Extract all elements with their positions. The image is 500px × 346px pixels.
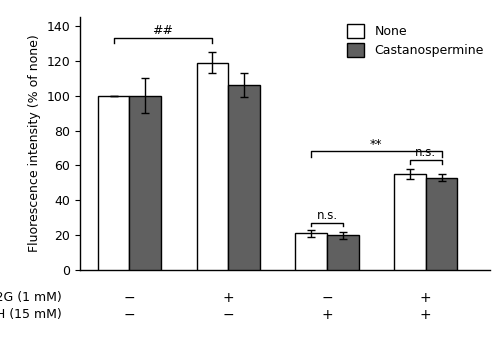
Bar bbox=[228, 85, 260, 270]
Bar bbox=[426, 177, 458, 270]
Text: +: + bbox=[321, 308, 333, 322]
Text: +: + bbox=[222, 291, 234, 305]
Bar bbox=[130, 96, 161, 270]
Bar bbox=[394, 174, 426, 270]
Text: **: ** bbox=[370, 138, 382, 151]
Text: +: + bbox=[420, 291, 432, 305]
Bar bbox=[327, 235, 358, 270]
Text: −: − bbox=[124, 308, 135, 322]
Bar bbox=[296, 233, 327, 270]
Text: ##: ## bbox=[152, 24, 174, 37]
Legend: None, Castanospermine: None, Castanospermine bbox=[347, 24, 484, 57]
Text: −: − bbox=[222, 308, 234, 322]
Text: +: + bbox=[420, 308, 432, 322]
Text: n.s.: n.s. bbox=[415, 146, 436, 159]
Text: AA-2G (1 mM): AA-2G (1 mM) bbox=[0, 291, 62, 304]
Text: −: − bbox=[124, 291, 135, 305]
Text: −: − bbox=[321, 291, 333, 305]
Bar bbox=[196, 63, 228, 270]
Text: n.s.: n.s. bbox=[316, 209, 338, 222]
Bar bbox=[98, 96, 130, 270]
Text: AAPH (15 mM): AAPH (15 mM) bbox=[0, 308, 62, 321]
Y-axis label: Fluorescence intensity (% of none): Fluorescence intensity (% of none) bbox=[28, 35, 41, 253]
